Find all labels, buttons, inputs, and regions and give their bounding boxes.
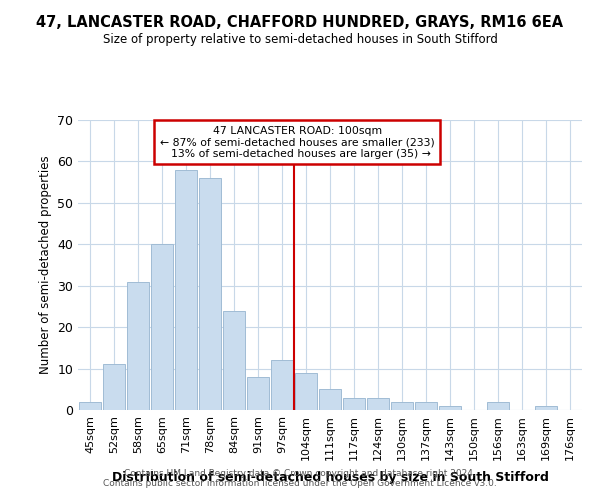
Bar (247, 377, 269, 410)
Bar (367, 398, 389, 410)
Bar (199, 178, 221, 410)
X-axis label: Distribution of semi-detached houses by size in South Stifford: Distribution of semi-detached houses by … (112, 471, 548, 484)
Bar (79, 402, 101, 410)
Y-axis label: Number of semi-detached properties: Number of semi-detached properties (38, 156, 52, 374)
Bar (415, 402, 437, 410)
Bar (103, 364, 125, 410)
Bar (271, 360, 293, 410)
Bar (127, 282, 149, 410)
Bar (151, 244, 173, 410)
Bar (535, 406, 557, 410)
Bar (223, 310, 245, 410)
Text: 47, LANCASTER ROAD, CHAFFORD HUNDRED, GRAYS, RM16 6EA: 47, LANCASTER ROAD, CHAFFORD HUNDRED, GR… (37, 15, 563, 30)
Bar (391, 402, 413, 410)
Bar (439, 406, 461, 410)
Text: 47 LANCASTER ROAD: 100sqm
← 87% of semi-detached houses are smaller (233)
  13% : 47 LANCASTER ROAD: 100sqm ← 87% of semi-… (160, 126, 434, 159)
Bar (175, 170, 197, 410)
Bar (319, 390, 341, 410)
Bar (295, 372, 317, 410)
Bar (487, 402, 509, 410)
Text: Contains HM Land Registry data © Crown copyright and database right 2024.: Contains HM Land Registry data © Crown c… (124, 468, 476, 477)
Text: Contains public sector information licensed under the Open Government Licence v3: Contains public sector information licen… (103, 478, 497, 488)
Bar (343, 398, 365, 410)
Text: Size of property relative to semi-detached houses in South Stifford: Size of property relative to semi-detach… (103, 32, 497, 46)
